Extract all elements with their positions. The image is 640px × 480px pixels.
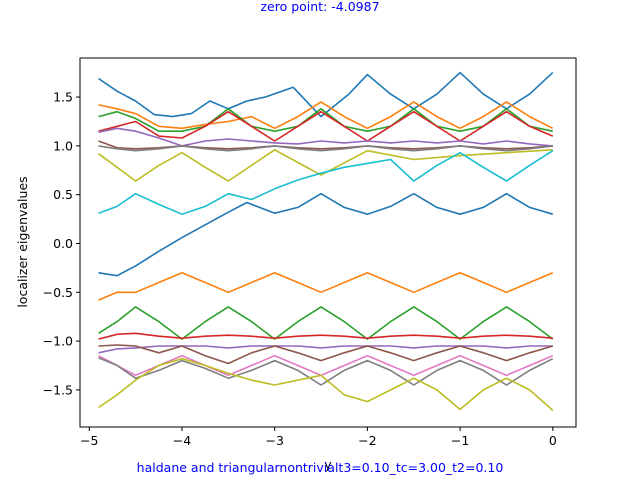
eigenvalue-series-line (98, 108, 553, 132)
y-tick-label: 0.5 (53, 187, 73, 202)
eigenvalue-series-line (98, 110, 554, 142)
y-tick-label: 0.0 (53, 236, 73, 251)
x-tick-label: −2 (358, 433, 376, 448)
y-tick-label: −1.5 (43, 382, 73, 397)
eigenvalue-series-line (98, 345, 553, 354)
chart-title: zero point: -4.0987 (260, 0, 379, 14)
x-axis-label: y (324, 457, 332, 472)
plot-area-frame (79, 57, 577, 428)
eigenvalue-series-line (98, 306, 554, 340)
eigenvalue-series-line (98, 101, 554, 130)
y-tick-label: −1.0 (43, 334, 73, 349)
y-tick-label: 1.0 (53, 138, 73, 153)
eigenvalue-series-line (98, 127, 553, 147)
x-tick-label: −5 (80, 433, 98, 448)
eigenvalue-series-line (98, 344, 554, 365)
y-axis-label: localizer eigenvalues (15, 176, 30, 307)
eigenvalue-series-line (98, 149, 553, 182)
x-tick-label: −4 (173, 433, 191, 448)
series-layer (98, 71, 554, 411)
eigenvalue-series-line (98, 357, 554, 411)
y-tick-label: −0.5 (43, 285, 73, 300)
eigenvalue-series-line (98, 71, 554, 118)
eigenvalue-series-line (98, 356, 554, 386)
eigenvalue-series-line (98, 150, 554, 215)
eigenvalue-series-line (98, 192, 554, 277)
x-axis-ticks: −5 −4 −3 −2 −1 0 (80, 427, 557, 448)
eigenvalue-series-line (98, 145, 553, 152)
eigenvalue-series-line (98, 332, 553, 340)
x-tick-label: −1 (451, 433, 469, 448)
chart-subtitle: haldane and triangularnontrivialt3=0.10_… (137, 460, 504, 475)
eigenvalue-series-line (98, 271, 554, 301)
y-axis-ticks: −1.5 −1.0 −0.5 0.0 0.5 1.0 1.5 (43, 90, 80, 397)
y-tick-label: 1.5 (53, 90, 73, 105)
x-tick-label: 0 (549, 433, 557, 448)
x-tick-label: −3 (265, 433, 283, 448)
